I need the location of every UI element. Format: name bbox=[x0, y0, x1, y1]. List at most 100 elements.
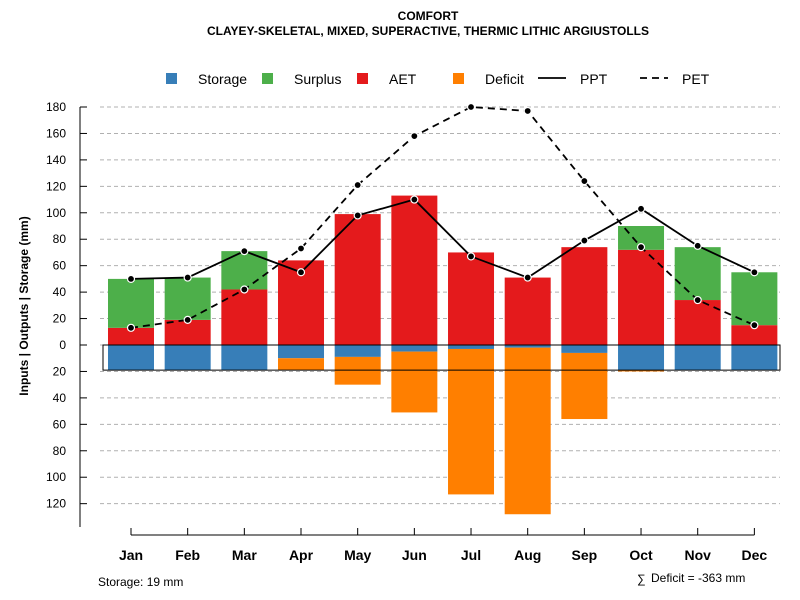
storage-bar bbox=[108, 345, 154, 371]
x-tick-label: Feb bbox=[175, 547, 200, 563]
y-tick-label: 80 bbox=[53, 232, 67, 246]
y-tick-label: 40 bbox=[53, 285, 67, 299]
pet-point bbox=[693, 295, 702, 305]
x-tick-label: May bbox=[344, 547, 371, 563]
y-tick-label: 60 bbox=[53, 417, 67, 431]
storage-bar bbox=[504, 345, 551, 348]
legend-swatch-storage bbox=[166, 73, 177, 84]
ppt-point bbox=[580, 236, 589, 245]
y-tick-label: 180 bbox=[46, 100, 66, 114]
y-tick-label: 140 bbox=[46, 153, 66, 167]
gridlines bbox=[100, 106, 780, 505]
pet-point bbox=[410, 131, 419, 141]
legend-swatch-surplus bbox=[262, 73, 273, 84]
ppt-point bbox=[410, 195, 419, 204]
legend-swatch-deficit bbox=[453, 73, 464, 84]
aet-bar bbox=[448, 252, 495, 345]
storage-bar bbox=[674, 345, 721, 371]
pet-point bbox=[240, 285, 249, 294]
x-tick-label: Aug bbox=[514, 547, 541, 563]
deficit-bar bbox=[334, 356, 381, 385]
storage-bar bbox=[334, 345, 381, 357]
ppt-point bbox=[296, 268, 306, 277]
aet-bar bbox=[334, 214, 381, 345]
aet-bar bbox=[221, 289, 268, 345]
legend-label-pet: PET bbox=[682, 71, 710, 87]
x-tick-label: Jul bbox=[461, 547, 481, 563]
y-tick-label: 60 bbox=[53, 259, 67, 273]
pet-point bbox=[296, 244, 306, 253]
bars bbox=[108, 195, 778, 515]
y-tick-label: 20 bbox=[53, 364, 67, 378]
legend-label-deficit: Deficit bbox=[485, 71, 524, 87]
x-tick-label: Nov bbox=[684, 547, 711, 563]
legend-label-surplus: Surplus bbox=[294, 71, 341, 87]
y-tick-label: 120 bbox=[46, 497, 66, 511]
storage-bar bbox=[448, 345, 495, 349]
storage-bar bbox=[561, 345, 608, 353]
x-tick-label: Jan bbox=[119, 547, 143, 563]
legend-swatch-aet bbox=[357, 73, 368, 84]
ppt-point bbox=[126, 274, 136, 283]
pet-point bbox=[353, 180, 362, 190]
storage-bar bbox=[221, 345, 268, 371]
ppt-point bbox=[636, 204, 646, 213]
x-tick-label: Sep bbox=[572, 547, 598, 563]
y-tick-label: 120 bbox=[46, 179, 66, 193]
ppt-line bbox=[130, 198, 755, 280]
deficit-bar bbox=[618, 370, 665, 372]
legend: Storage Surplus AET Deficit PPT PET bbox=[166, 71, 710, 87]
x-tick-label: Apr bbox=[289, 547, 314, 563]
aet-bar bbox=[391, 195, 438, 345]
deficit-bar bbox=[391, 351, 438, 413]
deficit-sum-symbol: ∑ bbox=[637, 572, 646, 586]
storage-note: Storage: 19 mm bbox=[98, 575, 183, 589]
x-tick-label: Dec bbox=[742, 547, 768, 563]
ppt-point bbox=[466, 252, 476, 261]
ppt-point bbox=[183, 273, 192, 282]
y-tick-label: 80 bbox=[53, 444, 67, 458]
storage-bar bbox=[618, 345, 665, 371]
surplus-bar bbox=[731, 272, 778, 326]
y-axis: 180 160 140 120 100 80 60 40 20 0 20 40 60 80 100 120 bbox=[46, 100, 87, 527]
ppt-point bbox=[240, 247, 249, 256]
storage-bar bbox=[164, 345, 211, 371]
surplus-bar bbox=[618, 226, 665, 250]
y-tick-label: 20 bbox=[53, 312, 67, 326]
deficit-bar bbox=[448, 348, 495, 495]
aet-bar bbox=[504, 277, 551, 345]
y-tick-label: 0 bbox=[59, 338, 66, 352]
pet-point bbox=[183, 315, 192, 324]
deficit-bar bbox=[561, 352, 608, 420]
ppt-point bbox=[693, 241, 702, 250]
storage-bar bbox=[391, 345, 438, 352]
storage-bar bbox=[278, 345, 325, 359]
storage-capacity-box bbox=[102, 344, 781, 371]
surplus-bar bbox=[674, 247, 721, 301]
x-tick-label: Jun bbox=[402, 547, 427, 563]
aet-bar bbox=[618, 249, 665, 345]
x-tick-label: Oct bbox=[629, 547, 653, 563]
ppt-point bbox=[353, 211, 362, 220]
x-axis: Jan Feb Mar Apr May Jun Jul Aug Sep Oct Nov Dec bbox=[119, 528, 767, 563]
y-axis-label: Inputs | Outputs | Storage (mm) bbox=[17, 216, 31, 395]
deficit-note: Deficit = -363 mm bbox=[651, 571, 745, 585]
storage-bar bbox=[731, 345, 778, 371]
y-tick-label: 100 bbox=[46, 206, 66, 220]
surplus-bar bbox=[108, 278, 154, 328]
x-tick-label: Mar bbox=[232, 547, 257, 563]
y-tick-label: 160 bbox=[46, 126, 66, 140]
pet-point bbox=[636, 243, 646, 252]
legend-label-ppt: PPT bbox=[580, 71, 608, 87]
legend-label-aet: AET bbox=[389, 71, 417, 87]
pet-point bbox=[580, 176, 589, 186]
aet-bar bbox=[731, 325, 778, 345]
aet-bar bbox=[674, 300, 721, 345]
legend-label-storage: Storage bbox=[198, 71, 247, 87]
pet-line bbox=[130, 106, 755, 329]
series-lines bbox=[126, 102, 759, 332]
y-tick-label: 100 bbox=[46, 470, 66, 484]
y-tick-label: 40 bbox=[53, 391, 67, 405]
ppt-point bbox=[523, 273, 532, 282]
